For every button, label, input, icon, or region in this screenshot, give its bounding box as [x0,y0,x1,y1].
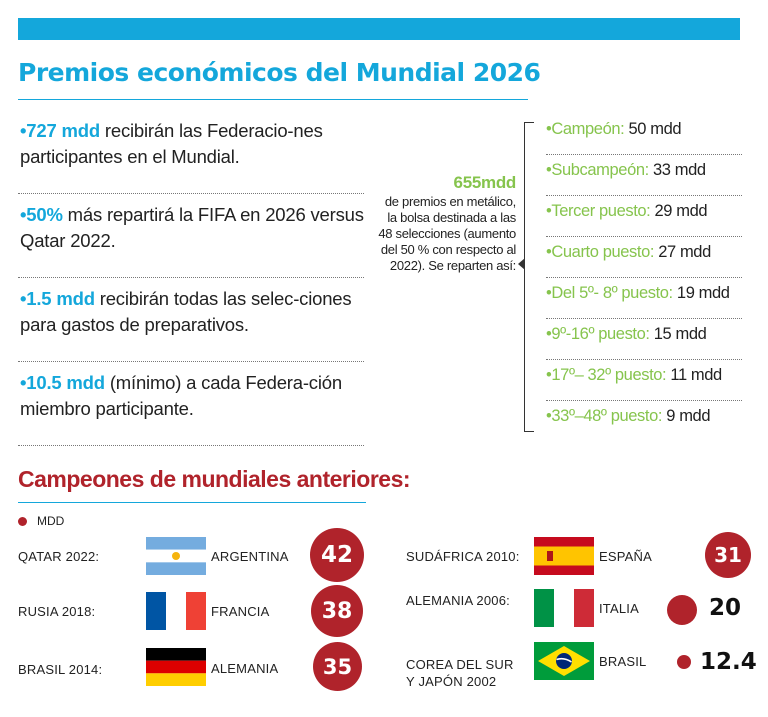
fact-text: más repartirá la FIFA en 2026 versus Qat… [20,204,364,251]
prize-value-circle: 35 [313,642,362,691]
prize-bullet: • [546,325,552,343]
champions-title: Campeones de mundiales anteriores: [18,466,411,492]
champion-country: ESPAÑA [599,549,652,564]
prize-value: 33 mdd [653,161,706,179]
champion-country: ARGENTINA [211,549,289,564]
prize-value-label: 12.4 [700,649,757,675]
champion-country: ITALIA [599,601,639,616]
prize-label: 9º-16º puesto: [551,325,650,343]
prize-item: •17º– 32º puesto: 11 mdd [546,360,742,401]
prize-bullet: • [546,366,552,384]
spain-flag-icon [534,537,594,575]
bracket-arrow [518,258,525,270]
fact-item: •1.5 mdd recibirán todas las selec-cione… [18,278,364,362]
fact-highlight: 727 mdd [26,120,100,141]
prize-item: •Subcampeón: 33 mdd [546,155,742,196]
page-title: Premios económicos del Mundial 2026 [18,58,541,87]
prize-item: •33º–48º puesto: 9 mdd [546,401,742,442]
prize-value-circle: 42 [310,528,364,582]
prize-pool-text: de premios en metálico, la bolsa destina… [378,194,516,273]
argentina-flag-icon [146,537,206,575]
prize-label: Del 5º- 8º puesto: [551,284,673,302]
prize-item: •Del 5º- 8º puesto: 19 mdd [546,278,742,319]
prize-bullet: • [546,284,552,302]
champion-year: COREA DEL SUR Y JAPÓN 2002 [406,657,514,689]
prize-item: •Tercer puesto: 29 mdd [546,196,742,237]
champion-year: ALEMANIA 2006: [406,593,510,608]
prize-value-dot [677,655,691,669]
prize-label: Campeón: [551,120,625,138]
italy-flag-icon [534,589,594,627]
prize-pool-description: 655mdd de premios en metálico, la bolsa … [378,172,516,274]
legend-dot-icon [18,516,27,526]
champion-country: ALEMANIA [211,661,279,676]
brazil-flag-icon [534,642,594,680]
prize-list: •Campeón: 50 mdd •Subcampeón: 33 mdd •Te… [546,114,742,442]
prize-bullet: • [546,243,552,261]
fact-highlight: 10.5 mdd [26,372,105,393]
prize-value: 29 mdd [654,202,708,220]
header-bar [18,18,740,40]
fact-bullet: • [20,204,27,225]
prize-value: 50 mdd [628,120,682,138]
fact-item: •10.5 mdd (mínimo) a cada Federa-ción mi… [18,362,364,446]
fact-text: (mínimo) a cada Federa-ción miembro part… [20,372,342,419]
fact-bullet: • [20,288,27,309]
prize-label: 33º–48º puesto: [551,407,663,425]
prize-value-circle: 31 [705,532,751,578]
prize-bullet: • [546,202,552,220]
champion-year: BRASIL 2014: [18,662,103,677]
fact-bullet: • [20,120,27,141]
prize-value: 9 mdd [666,407,711,425]
champion-year: SUDÁFRICA 2010: [406,549,520,564]
prize-value: 11 mdd [670,366,722,384]
champion-country: FRANCIA [211,604,270,619]
champion-year: QATAR 2022: [18,549,100,564]
prize-label: Cuarto puesto: [551,243,655,261]
prize-value-dot [667,595,697,625]
legend-label: MDD [37,514,65,528]
prize-item: •Campeón: 50 mdd [546,114,742,155]
champions-divider [18,502,366,503]
prize-item: •9º-16º puesto: 15 mdd [546,319,742,360]
fact-item: •727 mdd recibirán las Federacio-nes par… [18,110,364,194]
prize-label: Tercer puesto: [551,202,651,220]
fact-highlight: 1.5 mdd [26,288,95,309]
legend: MDD [18,514,64,528]
title-divider [18,99,528,100]
prize-label: 17º– 32º puesto: [551,366,667,384]
prize-value: 27 mdd [658,243,711,261]
facts-list: •727 mdd recibirán las Federacio-nes par… [18,110,364,446]
prize-pool-amount: 655mdd [453,173,517,192]
france-flag-icon [146,592,206,630]
prize-label: Subcampeón: [551,161,649,179]
champion-country: BRASIL [599,654,647,669]
germany-flag-icon [146,648,206,686]
champion-year: RUSIA 2018: [18,604,96,619]
fact-text: recibirán todas las selec-ciones para ga… [20,288,352,335]
prize-item: •Cuarto puesto: 27 mdd [546,237,742,278]
prize-value-circle: 38 [311,585,363,637]
fact-text: recibirán las Federacio-nes participante… [20,120,323,167]
prize-value: 19 mdd [676,284,730,302]
prize-bullet: • [546,407,552,425]
prize-bullet: • [546,161,552,179]
fact-bullet: • [20,372,27,393]
fact-item: •50% más repartirá la FIFA en 2026 versu… [18,194,364,278]
prize-value: 15 mdd [653,325,707,343]
prize-bullet: • [546,120,552,138]
bracket-line [524,122,534,432]
prize-value-label: 20 [709,595,742,621]
fact-highlight: 50% [26,204,63,225]
